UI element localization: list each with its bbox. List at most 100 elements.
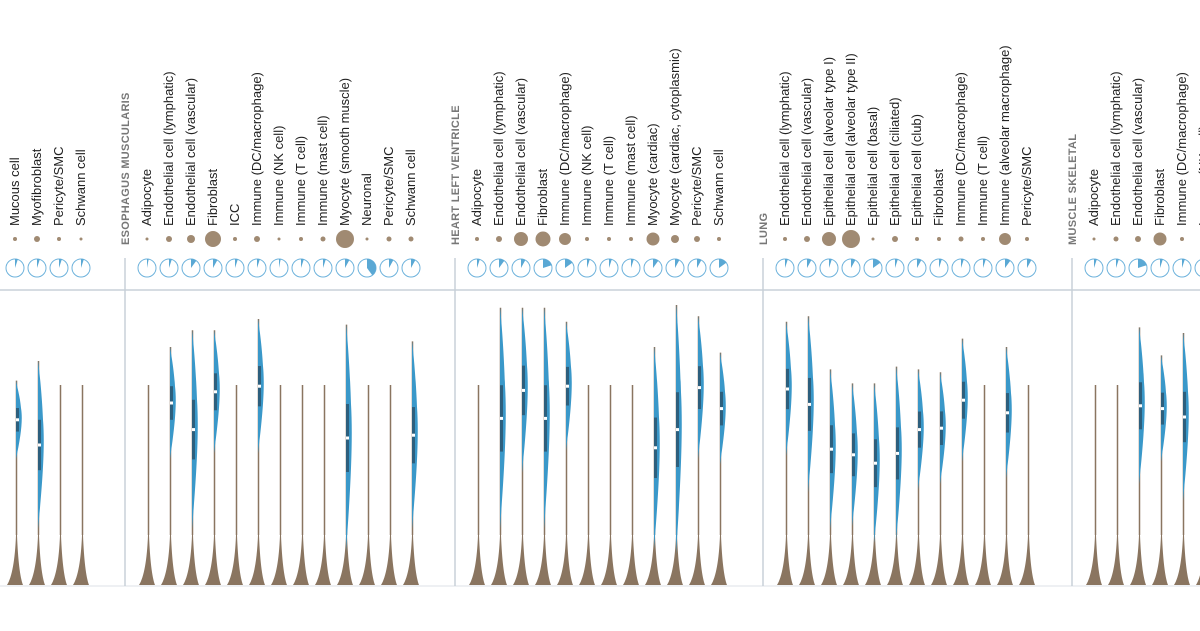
cell-label: Endothelial cell (vascular) [799, 78, 814, 226]
pie-slice [59, 259, 62, 268]
cell-label: Endothelial cell (lymphatic) [161, 71, 176, 226]
size-dot [804, 236, 810, 242]
median [918, 428, 921, 432]
pie-slice [961, 259, 964, 268]
median [720, 407, 723, 411]
base-violin [931, 535, 947, 585]
cell-label: Endothelial cell (vascular) [183, 78, 198, 226]
size-dot [607, 237, 611, 241]
median [698, 386, 701, 390]
pie-slice [565, 259, 573, 268]
base-violin [205, 535, 221, 585]
base-violin [711, 535, 727, 585]
base-violin [1086, 535, 1102, 585]
base-violin [29, 535, 45, 585]
size-dot [408, 236, 414, 242]
median [258, 384, 261, 388]
pie-slice [851, 259, 856, 268]
size-dot [535, 231, 551, 247]
size-dot [981, 237, 985, 241]
pie-slice [1116, 259, 1119, 268]
size-dot [336, 230, 354, 248]
pie-outline [1194, 259, 1200, 277]
base-violin [51, 535, 67, 585]
size-dot [254, 236, 260, 242]
cell-label: Immune (T cell) [293, 136, 308, 226]
cell-label: Immune (mast cell) [623, 115, 638, 226]
size-dot [514, 232, 528, 246]
cell-label: Pericyte/SMC [381, 147, 396, 226]
size-dot [79, 237, 83, 241]
base-violin [821, 535, 837, 585]
cell-label: Immune (DC/macrophage) [557, 72, 572, 226]
cell-label: Schwann cell [403, 149, 418, 226]
base-violin [645, 535, 661, 585]
pie-slice [939, 259, 942, 268]
cell-label: Fibroblast [535, 169, 550, 226]
size-dot [999, 233, 1011, 245]
group-title: LUNG [758, 213, 770, 245]
size-dot [145, 237, 149, 241]
group-title: HEART LEFT VENTRICLE [450, 105, 462, 245]
pie-slice [301, 259, 304, 268]
base-violin [975, 535, 991, 585]
base-violin [1130, 535, 1146, 585]
size-dot [585, 237, 589, 241]
pie-slice [1138, 258, 1147, 268]
base-violin [469, 535, 485, 585]
cell-label: Adipocyte [469, 169, 484, 226]
pie-slice [499, 259, 505, 268]
pie-slice [37, 259, 40, 268]
pie-slice [829, 259, 832, 268]
base-violin [513, 535, 529, 585]
size-dot [1113, 236, 1119, 242]
median [522, 388, 525, 392]
pie-slice [543, 258, 552, 268]
cell-label: Epithelial cell (ciliated) [887, 97, 902, 226]
pie-slice [653, 259, 659, 268]
base-violin [909, 535, 925, 585]
pie-slice [367, 259, 376, 276]
pie-slice [675, 259, 680, 268]
cell-label: Schwann cell [711, 149, 726, 226]
group-title: ESOPHAGUS MUSCULARIS [120, 92, 132, 245]
cell-label: Adipocyte [139, 169, 154, 226]
cell-label: Endothelial cell (lymphatic) [491, 71, 506, 226]
size-dot [233, 237, 237, 241]
group-title: MUSCLE SKELETAL [1067, 134, 1079, 245]
pie-slice [785, 259, 788, 268]
pie-slice [323, 259, 326, 268]
size-dot [187, 235, 195, 243]
cell-label: Schwann cell [73, 149, 88, 226]
median [1161, 407, 1164, 411]
cell-label: ICC [227, 204, 242, 226]
pie-slice [477, 259, 480, 268]
size-dot [646, 232, 660, 246]
base-violin [1174, 535, 1190, 585]
base-violin [403, 535, 419, 585]
pie-slice [345, 259, 350, 268]
median [346, 436, 349, 440]
cell-label: Pericyte/SMC [689, 147, 704, 226]
cell-label: Immune (T cell) [601, 136, 616, 226]
size-dot [671, 235, 679, 243]
cell-label: Pericyte/SMC [1019, 147, 1034, 226]
size-dot [822, 232, 836, 246]
median [896, 451, 899, 455]
cell-label: Immune (T cell) [975, 136, 990, 226]
size-dot [842, 230, 860, 248]
median [786, 387, 789, 391]
size-dot [320, 236, 326, 242]
pie-slice [147, 259, 149, 268]
pie-slice [631, 259, 634, 268]
cell-label: Endothelial cell (lymphatic) [1108, 71, 1123, 226]
median [676, 428, 679, 432]
pie-slice [191, 259, 197, 268]
cell-label: Neuronal [359, 173, 374, 226]
base-violin [315, 535, 331, 585]
size-dot [629, 237, 633, 241]
pie-slice [389, 259, 394, 268]
base-violin [337, 535, 353, 585]
size-dot [57, 237, 61, 241]
